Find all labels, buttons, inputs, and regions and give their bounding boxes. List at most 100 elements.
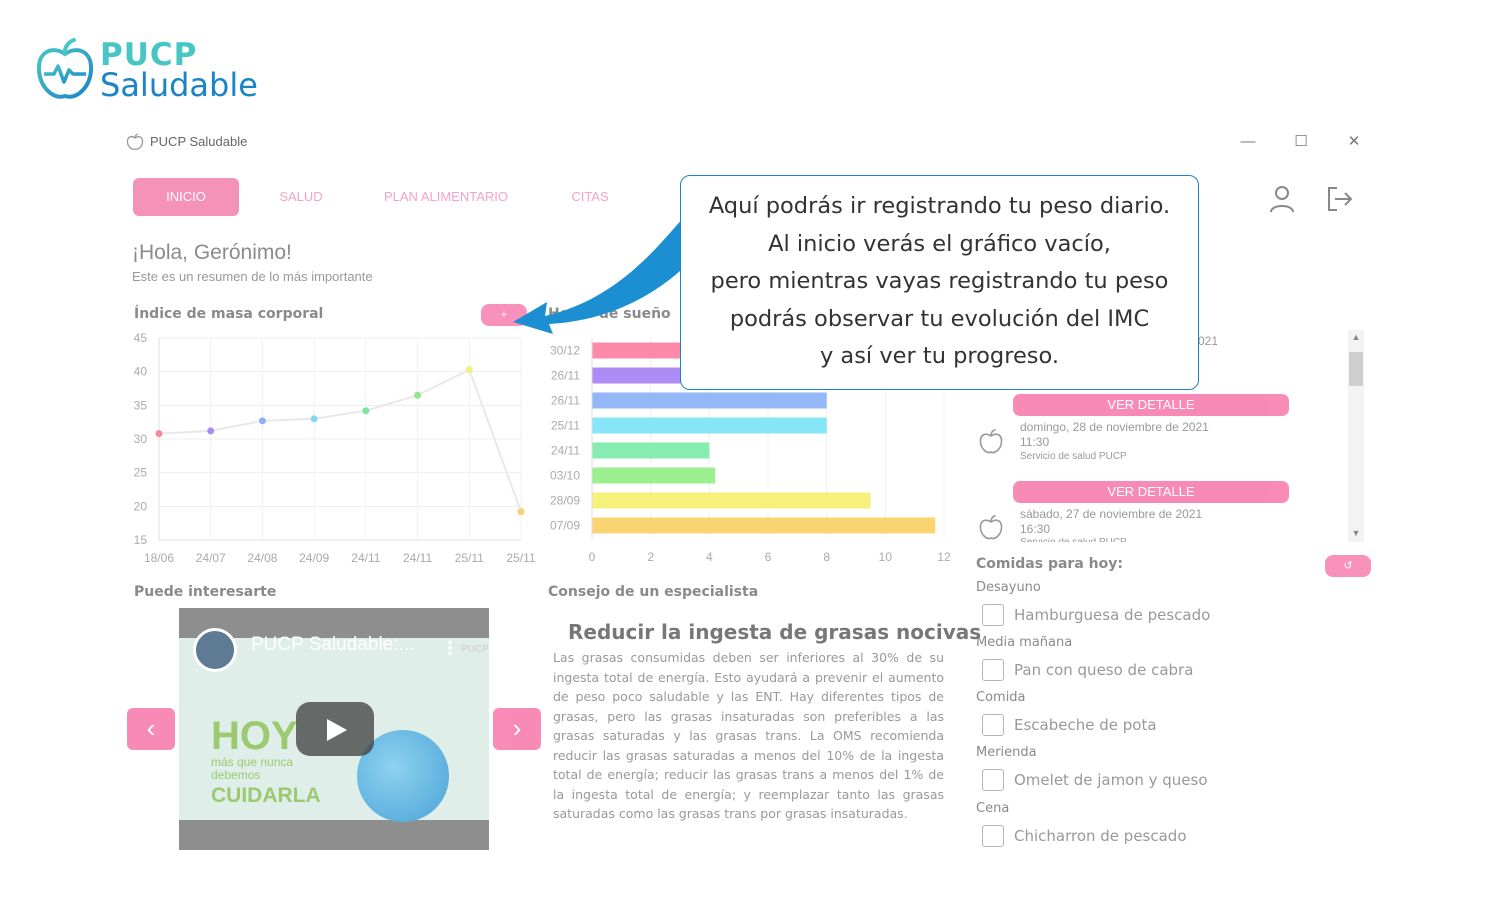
video-player[interactable]: HOY más que nunca debemos CUIDARLA PUCP …: [179, 608, 489, 850]
y-tick-label: 30/12: [550, 344, 580, 358]
tab-inicio[interactable]: INICIO: [133, 178, 239, 216]
y-tick-label: 24/11: [551, 444, 580, 458]
more-options-icon[interactable]: ⋮: [441, 638, 459, 658]
user-icon[interactable]: [1267, 184, 1297, 214]
meal-dish: Escabeche de pota: [1014, 716, 1157, 734]
callout-line: pero mientras vayas registrando tu peso: [710, 268, 1169, 294]
y-tick-label: 35: [134, 398, 148, 412]
video-cuidarla-text: CUIDARLA: [211, 784, 321, 807]
meal-checkbox[interactable]: [982, 825, 1004, 847]
maximize-button[interactable]: ☐: [1294, 133, 1308, 150]
bmi-line-chart: 15 20 25 30 35 40 45 18/06 24/07 24/08 24/09 24/11 2…: [134, 331, 536, 565]
sleep-bar: [592, 467, 716, 484]
appointments-scrollbar[interactable]: ▲ ▼: [1348, 330, 1364, 542]
apple-heart-icon: [36, 38, 94, 99]
greeting-subtitle: Este es un resumen de lo más importante: [132, 269, 373, 284]
tab-plan-alimentario[interactable]: PLAN ALIMENTARIO: [383, 189, 508, 204]
appointment-place: Servicio de salud PUCP: [1020, 538, 1140, 542]
scrollbar-thumb[interactable]: [1349, 352, 1363, 386]
appointment-place: Servicio de salud PUCP: [1020, 451, 1127, 462]
x-tick-label: 24/11: [351, 551, 380, 565]
play-button-icon[interactable]: [296, 702, 374, 756]
meal-checkbox[interactable]: [982, 604, 1004, 626]
x-tick-label: 25/11: [455, 551, 484, 565]
add-weight-button[interactable]: +: [481, 304, 527, 326]
y-tick-label: 26/11: [551, 394, 580, 408]
meal-checkbox[interactable]: [982, 659, 1004, 681]
carousel-prev-button[interactable]: ‹: [127, 708, 175, 750]
interest-title: Puede interesarte: [134, 584, 277, 600]
callout-line: podrás observar tu evolución del IMC: [729, 305, 1150, 332]
y-tick-label: 40: [134, 365, 148, 379]
y-tick-label: 15: [134, 533, 148, 547]
meal-label-comida: Comida: [976, 690, 1026, 705]
appointment-apple-icon: [979, 514, 1003, 540]
bmi-data-point: [414, 391, 422, 399]
x-tick-label: 24/11: [403, 551, 432, 565]
bmi-data-point: [362, 407, 370, 415]
appointment-partial-date: 021: [1198, 334, 1219, 348]
sleep-bar: [592, 417, 827, 434]
video-thumbnail: HOY más que nunca debemos CUIDARLA: [179, 638, 489, 822]
advice-body: Las grasas consumidas deben ser inferior…: [553, 650, 944, 821]
meal-label-merienda: Merienda: [976, 745, 1037, 760]
minimize-button[interactable]: —: [1240, 133, 1256, 150]
greeting-title: ¡Hola, Gerónimo!: [132, 241, 292, 264]
x-tick-label: 24/09: [299, 551, 329, 565]
bmi-data-point: [517, 508, 525, 516]
meal-item[interactable]: Chicharron de pescado: [982, 825, 1187, 847]
channel-logo: [193, 628, 237, 672]
app-apple-icon: [126, 133, 144, 150]
callout-line: y así ver tu progreso.: [819, 343, 1060, 369]
appointment-date: sábado, 27 de noviembre de 2021: [1020, 507, 1203, 521]
window-titlebar: PUCP Saludable — ☐ ✕: [112, 124, 1374, 158]
tutorial-callout: Aquí podrás ir registrando tu peso diari…: [680, 175, 1199, 390]
appointment-place-clipped: Servicio de salud PUCP: [1020, 538, 1140, 542]
appointment-detail-button[interactable]: VER DETALLE: [1013, 481, 1289, 503]
x-tick-label: 0: [589, 550, 596, 564]
bmi-data-point: [207, 427, 215, 435]
meal-dish: Chicharron de pescado: [1014, 827, 1187, 845]
y-tick-label: 25/11: [551, 419, 580, 433]
carousel-next-button[interactable]: ›: [493, 708, 541, 750]
logout-icon[interactable]: [1324, 184, 1354, 214]
tab-citas[interactable]: CITAS: [571, 189, 609, 204]
x-tick-label: 4: [706, 550, 713, 564]
meal-checkbox[interactable]: [982, 714, 1004, 736]
meal-dish: Hamburguesa de pescado: [1014, 606, 1211, 624]
callout-line: Al inicio verás el gráfico vacío,: [768, 230, 1111, 257]
video-title: PUCP Saludable:...: [251, 634, 415, 655]
x-tick-label: 25/11: [506, 551, 535, 565]
callout-arrow: [513, 218, 701, 334]
sleep-bar: [592, 442, 710, 459]
brand-logo: PUCP Saludable: [36, 38, 258, 102]
advice-title: Reducir la ingesta de grasas nocivas: [568, 620, 982, 644]
advice-section-title: Consejo de un especialista: [548, 584, 759, 600]
bmi-title: Índice de masa corporal: [134, 306, 324, 322]
video-small-text: más que nunca debemos: [211, 755, 294, 782]
y-tick-label: 45: [134, 331, 148, 345]
meal-label-cena: Cena: [976, 801, 1010, 816]
tab-salud[interactable]: SALUD: [279, 189, 323, 204]
appointment-detail-button[interactable]: VER DETALLE: [1013, 394, 1289, 416]
meal-item[interactable]: Omelet de jamon y queso: [982, 769, 1208, 791]
y-tick-label: 28/09: [550, 494, 580, 508]
x-tick-label: 10: [879, 550, 893, 564]
window-title: PUCP Saludable: [150, 134, 248, 149]
video-brand: PUCP: [461, 644, 489, 655]
meal-item[interactable]: Escabeche de pota: [982, 714, 1157, 736]
x-tick-label: 2: [647, 550, 654, 564]
sleep-bar: [592, 517, 936, 534]
close-button[interactable]: ✕: [1347, 133, 1361, 150]
appointment-time: 11:30: [1020, 435, 1050, 449]
meal-item[interactable]: Pan con queso de cabra: [982, 659, 1193, 681]
meal-item[interactable]: Hamburguesa de pescado: [982, 604, 1210, 626]
bmi-data-point: [465, 366, 473, 374]
meal-label-desayuno: Desayuno: [976, 580, 1041, 595]
scroll-down-icon[interactable]: ▼: [1351, 528, 1361, 538]
meal-checkbox[interactable]: [982, 769, 1004, 791]
y-tick-label: 26/11: [551, 369, 580, 383]
refresh-meals-button[interactable]: ↺: [1325, 555, 1371, 577]
x-tick-label: 8: [823, 550, 830, 564]
scroll-up-icon[interactable]: ▲: [1351, 332, 1361, 342]
